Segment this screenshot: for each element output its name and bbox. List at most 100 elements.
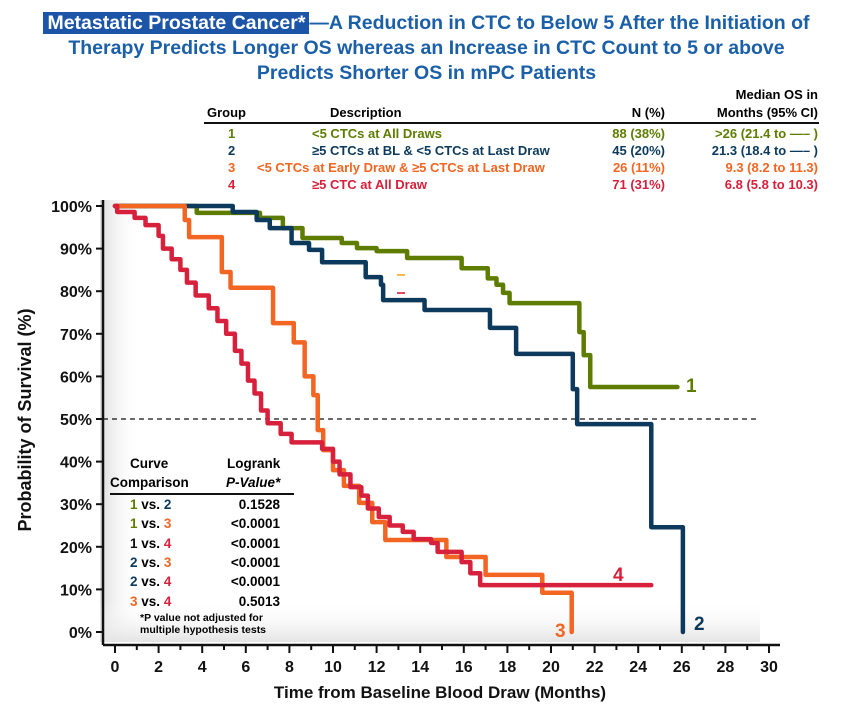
row-median: 9.3 (8.2 to 11.3) xyxy=(725,160,819,175)
y-tick-label: 50% xyxy=(60,412,92,429)
row-description: ≥5 CTC at All Draw xyxy=(312,177,428,192)
curve-a: 1 xyxy=(130,516,138,532)
x-tick-label: 18 xyxy=(499,659,517,676)
comparison-row: 3 vs. 4 xyxy=(130,594,171,609)
x-tick-label: 10 xyxy=(324,659,342,676)
header-description: Description xyxy=(330,105,402,120)
vs-label: vs. xyxy=(141,574,161,590)
row-description: <5 CTCs at All Draws xyxy=(312,126,442,141)
title-line-3: Predicts Shorter OS in mPC Patients xyxy=(256,62,597,84)
row-n: 71 (31%) xyxy=(612,177,665,192)
p-value: <0.0001 xyxy=(230,516,280,532)
comparison-row: 2 vs. 4 xyxy=(130,574,171,589)
survival-curve-group-2 xyxy=(112,203,686,635)
vs-label: vs. xyxy=(141,593,161,609)
vs-label: vs. xyxy=(141,535,161,551)
curve-label-1: 1 xyxy=(686,376,697,397)
p-value: 0.1528 xyxy=(238,497,280,512)
curve-label-4: 4 xyxy=(613,565,624,586)
header-n: N (%) xyxy=(631,105,665,120)
curve-b: 4 xyxy=(163,535,172,551)
comparison-row: 1 vs. 4 xyxy=(130,536,171,551)
y-tick-label: 70% xyxy=(60,327,92,344)
header-group: Group xyxy=(207,105,246,120)
x-tick-label: 30 xyxy=(760,659,778,676)
p-value: 0.5013 xyxy=(238,593,280,609)
vs-label: vs. xyxy=(141,497,161,512)
comparison-row: 1 vs. 2 xyxy=(130,497,171,512)
p-value: <0.0001 xyxy=(230,554,280,570)
x-tick-label: 26 xyxy=(673,659,691,676)
curve-b: 4 xyxy=(163,593,172,609)
y-tick-label: 40% xyxy=(60,455,92,472)
cmp-rule xyxy=(110,493,294,495)
curve-b: 3 xyxy=(163,516,172,532)
curve-label-3: 3 xyxy=(555,621,566,642)
p-value: <0.0001 xyxy=(230,535,280,551)
row-group: 1 xyxy=(228,126,236,141)
curve-b: 3 xyxy=(163,554,172,570)
row-n: 45 (20%) xyxy=(612,143,665,158)
header-median-1: Median OS in xyxy=(735,87,818,102)
curve-b: 2 xyxy=(163,497,172,512)
x-tick-label: 6 xyxy=(241,659,250,676)
x-tick-label: 28 xyxy=(717,659,735,676)
vs-label: vs. xyxy=(141,516,161,532)
x-tick-label: 16 xyxy=(455,659,473,676)
row-description: <5 CTCs at Early Draw & ≥5 CTCs at Last … xyxy=(257,160,545,175)
curve-a: 1 xyxy=(130,535,138,551)
y-tick-label: 100% xyxy=(51,199,92,216)
comparison-row: 1 vs. 3 xyxy=(130,516,171,531)
survival-curve-group-4 xyxy=(112,203,654,588)
row-description: ≥5 CTCs at BL & <5 CTCs at Last Draw xyxy=(312,143,550,158)
x-tick-label: 0 xyxy=(111,659,120,676)
shadow-bottom xyxy=(100,600,760,642)
footnote-1: *P value not adjusted for xyxy=(140,612,263,624)
comparison-row: 2 vs. 3 xyxy=(130,555,171,570)
row-group: 2 xyxy=(228,143,236,158)
y-tick-label: 30% xyxy=(60,497,92,514)
x-tick-label: 12 xyxy=(368,659,386,676)
header-rule xyxy=(204,122,819,124)
row-median: 6.8 (5.8 to 10.3) xyxy=(724,177,818,192)
curve-a: 2 xyxy=(130,574,138,590)
x-tick-label: 22 xyxy=(586,659,604,676)
x-tick-label: 2 xyxy=(154,659,163,676)
row-group: 4 xyxy=(228,177,236,192)
header-median-2: Months (95% CI) xyxy=(716,105,818,120)
x-tick-label: 4 xyxy=(198,659,207,676)
x-tick-label: 20 xyxy=(542,659,560,676)
cmp-header-curve-1: Curve xyxy=(130,456,169,471)
survival-curve-group-1 xyxy=(112,203,680,390)
title-line-2: Therapy Predicts Longer OS whereas an In… xyxy=(68,37,785,59)
cmp-header-curve-2: Comparison xyxy=(110,475,189,490)
curve-a: 2 xyxy=(130,554,138,570)
row-median: 21.3 (18.4 to —– ) xyxy=(711,143,818,158)
y-tick-label: 80% xyxy=(60,284,92,301)
curve-label-2: 2 xyxy=(694,614,705,635)
row-n: 88 (38%) xyxy=(612,126,665,141)
y-tick-label: 0% xyxy=(69,625,92,642)
title-text-1: —A Reduction in CTC to Below 5 After the… xyxy=(309,12,810,34)
footnote-2: multiple hypothesis tests xyxy=(140,624,267,636)
y-tick-label: 10% xyxy=(60,582,92,599)
y-tick-label: 20% xyxy=(60,540,92,557)
y-tick-label: 60% xyxy=(60,369,92,386)
row-median: >26 (21.4 to —– ) xyxy=(715,126,818,141)
row-n: 26 (11%) xyxy=(612,160,665,175)
curve-a: 1 xyxy=(130,497,138,512)
x-tick-label: 14 xyxy=(411,659,429,676)
y-axis-label: Probability of Survival (%) xyxy=(15,308,35,531)
x-axis-label: Time from Baseline Blood Draw (Months) xyxy=(274,683,606,702)
row-group: 3 xyxy=(228,160,236,175)
curve-b: 4 xyxy=(163,574,172,590)
vs-label: vs. xyxy=(141,554,161,570)
shadow-left xyxy=(100,200,140,640)
title-highlight: Metastatic Prostate Cancer* xyxy=(43,12,310,34)
x-tick-label: 24 xyxy=(629,659,647,676)
cmp-header-p-1: Logrank xyxy=(227,456,281,471)
x-tick-label: 8 xyxy=(285,659,294,676)
cmp-header-p-2: P-Value* xyxy=(226,475,281,490)
